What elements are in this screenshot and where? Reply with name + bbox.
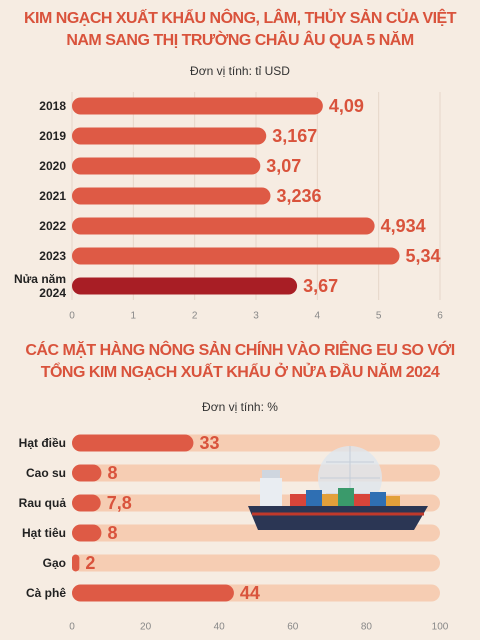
x-tick-label: 0 (69, 622, 75, 633)
category-label: Hạt tiêu (21, 526, 66, 540)
value-label: 7,8 (107, 493, 132, 513)
bar (72, 187, 271, 205)
value-label: 3,236 (276, 186, 321, 206)
x-tick-label: 4 (315, 311, 321, 322)
value-label: 8 (107, 463, 117, 483)
x-tick-label: 0 (69, 311, 75, 322)
bar (72, 247, 400, 265)
ship-illustration (248, 446, 428, 530)
bar (72, 584, 234, 602)
x-tick-label: 3 (253, 311, 259, 322)
x-tick-label: 40 (214, 622, 226, 633)
bar (72, 434, 194, 452)
value-label: 33 (199, 433, 219, 453)
bar (72, 217, 375, 235)
bar (72, 464, 102, 482)
chart-title: KIM NGẠCH XUẤT KHẨU NÔNG, LÂM, THỦY SẢN … (24, 10, 457, 49)
category-label: Cà phê (25, 586, 66, 600)
x-tick-label: 1 (131, 311, 137, 322)
x-tick-label: 80 (361, 622, 373, 633)
x-tick-label: 20 (140, 622, 152, 633)
bar (72, 97, 323, 115)
category-label: Nửa năm 2024 (13, 272, 66, 300)
subtitle: Đơn vị tính: tỉ USD (190, 64, 290, 78)
value-label: 5,34 (406, 246, 441, 266)
value-label: 2 (85, 553, 95, 573)
x-tick-label: 100 (432, 622, 449, 633)
category-label: Hạt điều (18, 436, 66, 450)
value-label: 3,07 (266, 156, 301, 176)
bar (72, 127, 267, 145)
x-tick-label: 60 (287, 622, 299, 633)
category-label: Gạo (42, 556, 66, 570)
bar (72, 524, 102, 542)
value-label: 3,67 (303, 276, 338, 296)
category-label: 2018 (39, 99, 66, 113)
value-label: 4,09 (329, 96, 364, 116)
category-label: 2019 (39, 129, 66, 143)
subtitle: Đơn vị tính: % (202, 400, 278, 414)
bar-track (72, 554, 440, 572)
category-label: 2021 (39, 189, 66, 203)
bar-track (72, 464, 440, 482)
category-label: 2023 (39, 249, 66, 263)
value-label: 4,934 (381, 216, 426, 236)
chart-title: CÁC MẶT HÀNG NÔNG SẢN CHÍNH VÀO RIÊNG EU… (25, 342, 455, 381)
category-label: 2022 (39, 219, 66, 233)
bar (72, 157, 261, 175)
bar (72, 277, 298, 295)
x-tick-label: 5 (376, 311, 382, 322)
bar (72, 554, 80, 572)
category-label: Cao su (25, 466, 66, 480)
value-label: 8 (107, 523, 117, 543)
value-label: 44 (240, 583, 260, 603)
category-label: Rau quả (18, 496, 66, 510)
bar (72, 494, 101, 512)
x-tick-label: 6 (437, 311, 443, 322)
category-label: 2020 (39, 159, 66, 173)
value-label: 3,167 (272, 126, 317, 146)
x-tick-label: 2 (192, 311, 198, 322)
